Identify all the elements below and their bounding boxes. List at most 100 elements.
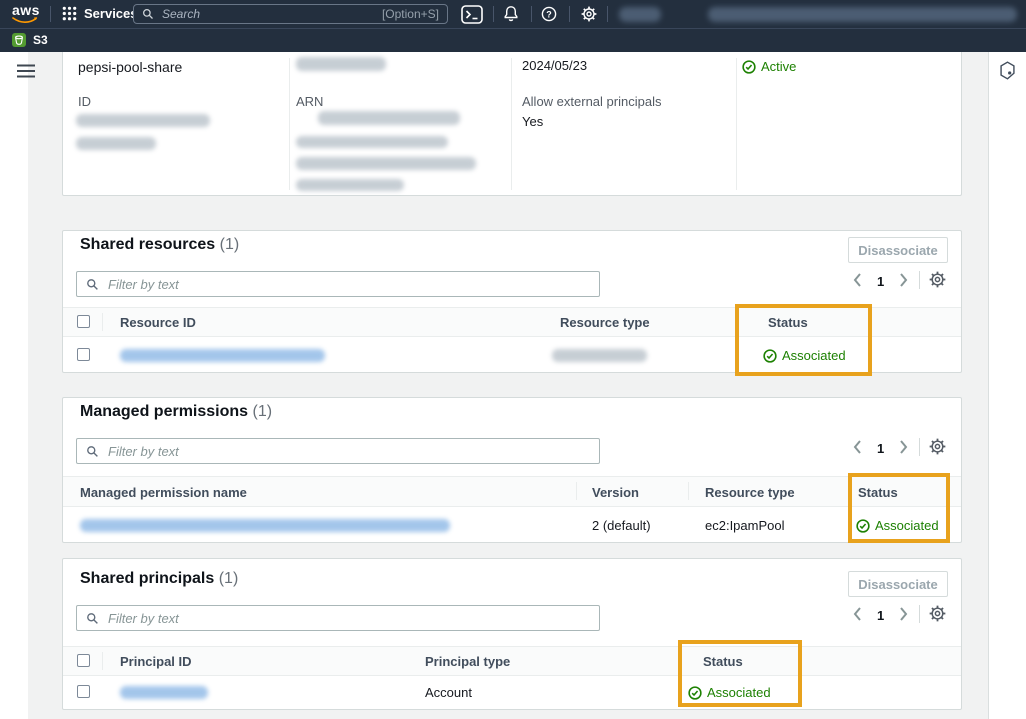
open-navigation-button[interactable]	[17, 64, 35, 78]
aws-logo[interactable]: aws	[12, 3, 40, 24]
disassociate-resource-button[interactable]: Disassociate	[848, 237, 948, 263]
resource-type-header: Resource type	[705, 485, 795, 500]
principals-preferences-button[interactable]	[929, 605, 946, 622]
services-menu-button[interactable]: Services	[62, 6, 138, 21]
redacted-arn-line1	[318, 111, 460, 125]
permission-status: Associated	[856, 518, 939, 533]
version-header: Version	[592, 485, 639, 500]
share-status: Active	[742, 59, 796, 74]
gear-icon	[929, 271, 946, 288]
principals-filter-input[interactable]	[106, 609, 590, 627]
amazon-q-button[interactable]	[999, 61, 1016, 80]
creation-date-value: 2024/05/23	[522, 58, 588, 73]
search-shortcut-hint: [Option+S]	[381, 7, 439, 21]
chevron-right-icon	[900, 607, 908, 621]
page-number[interactable]: 1	[877, 608, 885, 623]
page-number[interactable]: 1	[877, 274, 885, 289]
principal-type-header: Principal type	[425, 654, 511, 669]
divider	[50, 6, 51, 22]
shared-principals-card	[62, 558, 962, 710]
column-divider	[576, 482, 577, 500]
allow-external-principals-label: Allow external principals	[522, 94, 662, 109]
permissions-preferences-button[interactable]	[929, 438, 946, 455]
divider	[531, 6, 532, 22]
shared-principals-count: (1)	[218, 570, 239, 587]
redacted-account-menu[interactable]	[708, 7, 1017, 22]
search-icon	[87, 445, 98, 457]
gear-icon	[581, 6, 597, 22]
check-circle-icon	[856, 518, 870, 533]
previous-page-button[interactable]	[853, 607, 862, 621]
check-circle-icon	[763, 348, 777, 363]
redacted-region-selector[interactable]	[619, 7, 661, 22]
permissions-table-header	[63, 476, 961, 507]
favorite-s3-link[interactable]: S3	[12, 33, 48, 47]
redacted-share-id-line2	[76, 137, 156, 150]
svg-text:?: ?	[546, 9, 552, 19]
redacted-arn-line2	[296, 136, 448, 148]
previous-page-button[interactable]	[853, 273, 862, 287]
shared-principals-title: Shared principals (1)	[80, 570, 238, 588]
divider	[493, 6, 494, 22]
search-icon	[87, 278, 98, 290]
resource-row-checkbox[interactable]	[77, 348, 90, 361]
principal-status-text: Associated	[707, 685, 771, 700]
permissions-filter-input[interactable]	[106, 442, 590, 460]
chevron-left-icon	[853, 607, 861, 621]
top-navigation-bar: aws Services [Option+S]	[0, 0, 1026, 28]
global-search-input[interactable]	[160, 6, 376, 22]
page-number[interactable]: 1	[877, 441, 885, 456]
resource-status: Associated	[763, 348, 846, 363]
redacted-resource-id-link[interactable]	[120, 349, 325, 362]
select-all-resources-checkbox[interactable]	[77, 315, 90, 328]
divider	[919, 605, 920, 623]
gear-icon	[929, 605, 946, 622]
resources-preferences-button[interactable]	[929, 271, 946, 288]
permissions-filter-box[interactable]	[76, 438, 600, 464]
disassociate-principal-button[interactable]: Disassociate	[848, 571, 948, 597]
shared-resources-title-text: Shared resources	[80, 236, 216, 253]
divider	[919, 438, 920, 456]
notifications-button[interactable]	[503, 5, 519, 22]
chevron-right-icon	[900, 273, 908, 287]
services-label: Services	[84, 6, 138, 21]
chevron-right-icon	[900, 440, 908, 454]
resource-type-value: ec2:IpamPool	[705, 518, 785, 533]
managed-permissions-title: Managed permissions (1)	[80, 403, 272, 421]
next-page-button[interactable]	[899, 440, 908, 454]
allow-external-principals-value: Yes	[522, 114, 544, 129]
grid-icon	[62, 6, 77, 21]
check-circle-icon	[688, 685, 702, 700]
global-search-box[interactable]: [Option+S]	[133, 4, 448, 24]
search-icon	[87, 612, 98, 624]
column-divider	[511, 58, 512, 190]
right-tools-rail	[988, 52, 1026, 719]
next-page-button[interactable]	[899, 273, 908, 287]
redacted-permission-name-link[interactable]	[80, 519, 450, 532]
s3-favorite-label: S3	[33, 33, 48, 47]
principals-filter-box[interactable]	[76, 605, 600, 631]
select-all-principals-checkbox[interactable]	[77, 654, 90, 667]
cloudshell-button[interactable]	[461, 5, 483, 24]
next-page-button[interactable]	[899, 607, 908, 621]
resources-filter-box[interactable]	[76, 271, 600, 297]
principal-row-checkbox[interactable]	[77, 685, 90, 698]
settings-button[interactable]	[581, 6, 597, 22]
version-value: 2 (default)	[592, 518, 651, 533]
hamburger-menu-icon	[17, 64, 35, 78]
aws-logo-text: aws	[12, 2, 40, 18]
column-divider	[736, 58, 737, 190]
help-button[interactable]: ?	[541, 6, 557, 22]
id-label: ID	[78, 94, 91, 109]
chevron-left-icon	[853, 440, 861, 454]
redacted-principal-id-link[interactable]	[120, 686, 208, 699]
resources-filter-input[interactable]	[106, 275, 590, 293]
principal-type-value: Account	[425, 685, 472, 700]
column-divider	[102, 652, 103, 670]
previous-page-button[interactable]	[853, 440, 862, 454]
divider	[607, 6, 608, 22]
gear-icon	[929, 438, 946, 455]
status-header: Status	[768, 315, 808, 330]
redacted-arn-line4	[296, 179, 404, 191]
